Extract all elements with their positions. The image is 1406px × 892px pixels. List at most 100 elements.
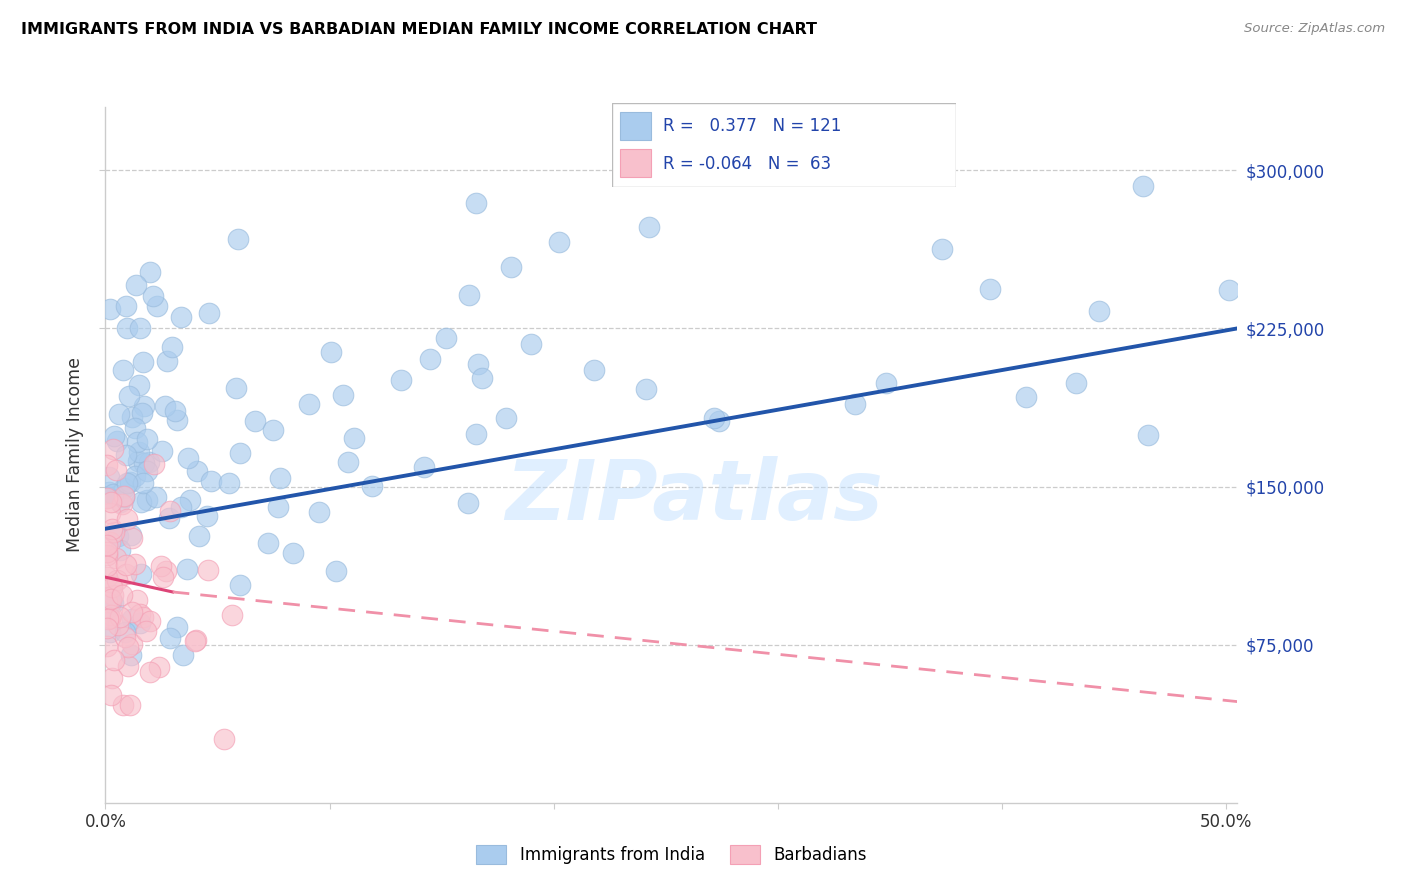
Point	[155, 400, 177, 414]
Point	[200, 475, 222, 489]
Point	[186, 633, 208, 648]
Point	[155, 564, 177, 578]
Point	[96, 639, 118, 653]
Point	[136, 493, 159, 508]
Point	[465, 426, 488, 441]
Y-axis label: Median Family Income: Median Family Income	[66, 358, 84, 552]
Point	[139, 614, 162, 628]
Point	[132, 475, 155, 490]
Point	[107, 618, 129, 632]
Point	[457, 496, 479, 510]
Point	[134, 456, 156, 470]
Point	[98, 535, 121, 549]
Point	[100, 688, 122, 702]
Point	[125, 434, 148, 449]
Point	[128, 445, 150, 459]
Point	[434, 331, 457, 345]
Point	[360, 478, 382, 492]
Point	[844, 397, 866, 411]
Point	[98, 506, 121, 520]
Point	[129, 495, 152, 509]
Point	[143, 457, 166, 471]
Point	[495, 411, 517, 425]
Point	[637, 219, 659, 234]
Point	[170, 310, 193, 324]
Point	[703, 410, 725, 425]
Point	[98, 302, 121, 317]
Point	[131, 609, 153, 624]
Point	[121, 532, 143, 546]
Bar	[620, 149, 651, 178]
Point	[108, 495, 131, 509]
Point	[142, 289, 165, 303]
Point	[262, 423, 284, 437]
Point	[467, 357, 489, 371]
Point	[115, 448, 138, 462]
Point	[148, 659, 170, 673]
Point	[96, 491, 118, 506]
Point	[634, 382, 657, 396]
Point	[129, 607, 152, 621]
Point	[101, 522, 124, 536]
Point	[177, 450, 200, 465]
Point	[101, 580, 124, 594]
Point	[121, 605, 143, 619]
Point	[103, 486, 125, 500]
Point	[139, 665, 162, 680]
Point	[166, 413, 188, 427]
Point	[197, 306, 219, 320]
Point	[135, 624, 157, 638]
Point	[121, 637, 143, 651]
Text: ZIPatlas: ZIPatlas	[505, 456, 883, 537]
Point	[218, 475, 240, 490]
Point	[114, 481, 136, 495]
Point	[105, 551, 128, 566]
Point	[707, 413, 730, 427]
Point	[125, 593, 148, 607]
Point	[118, 475, 141, 489]
Point	[120, 648, 142, 663]
Point	[145, 490, 167, 504]
Point	[134, 400, 156, 414]
Point	[118, 389, 141, 403]
Point	[156, 354, 179, 368]
Point	[159, 504, 181, 518]
Point	[1088, 304, 1111, 318]
Point	[159, 631, 181, 645]
Point	[166, 620, 188, 634]
Point	[135, 432, 157, 446]
Point	[100, 591, 122, 606]
Point	[499, 260, 522, 274]
Point	[112, 489, 135, 503]
Point	[117, 640, 139, 655]
Point	[115, 299, 138, 313]
Point	[221, 608, 243, 623]
Point	[197, 508, 219, 523]
Point	[103, 588, 125, 602]
Point	[308, 505, 330, 519]
Point	[225, 381, 247, 395]
Point	[115, 567, 138, 582]
Point	[120, 528, 142, 542]
Point	[139, 265, 162, 279]
Point	[97, 490, 120, 504]
Point	[170, 500, 193, 514]
Point	[96, 548, 118, 562]
Point	[121, 612, 143, 626]
Point	[465, 196, 488, 211]
Point	[186, 464, 208, 478]
Point	[114, 630, 136, 644]
Point	[100, 495, 122, 509]
Point	[114, 625, 136, 640]
Point	[100, 611, 122, 625]
Point	[96, 569, 118, 583]
Point	[101, 671, 124, 685]
Point	[458, 287, 481, 301]
Point	[124, 469, 146, 483]
Point	[100, 607, 122, 622]
Point	[1136, 427, 1159, 442]
Text: R =   0.377   N = 121: R = 0.377 N = 121	[664, 117, 842, 135]
Point	[127, 453, 149, 467]
Point	[931, 243, 953, 257]
Text: IMMIGRANTS FROM INDIA VS BARBADIAN MEDIAN FAMILY INCOME CORRELATION CHART: IMMIGRANTS FROM INDIA VS BARBADIAN MEDIA…	[21, 22, 817, 37]
